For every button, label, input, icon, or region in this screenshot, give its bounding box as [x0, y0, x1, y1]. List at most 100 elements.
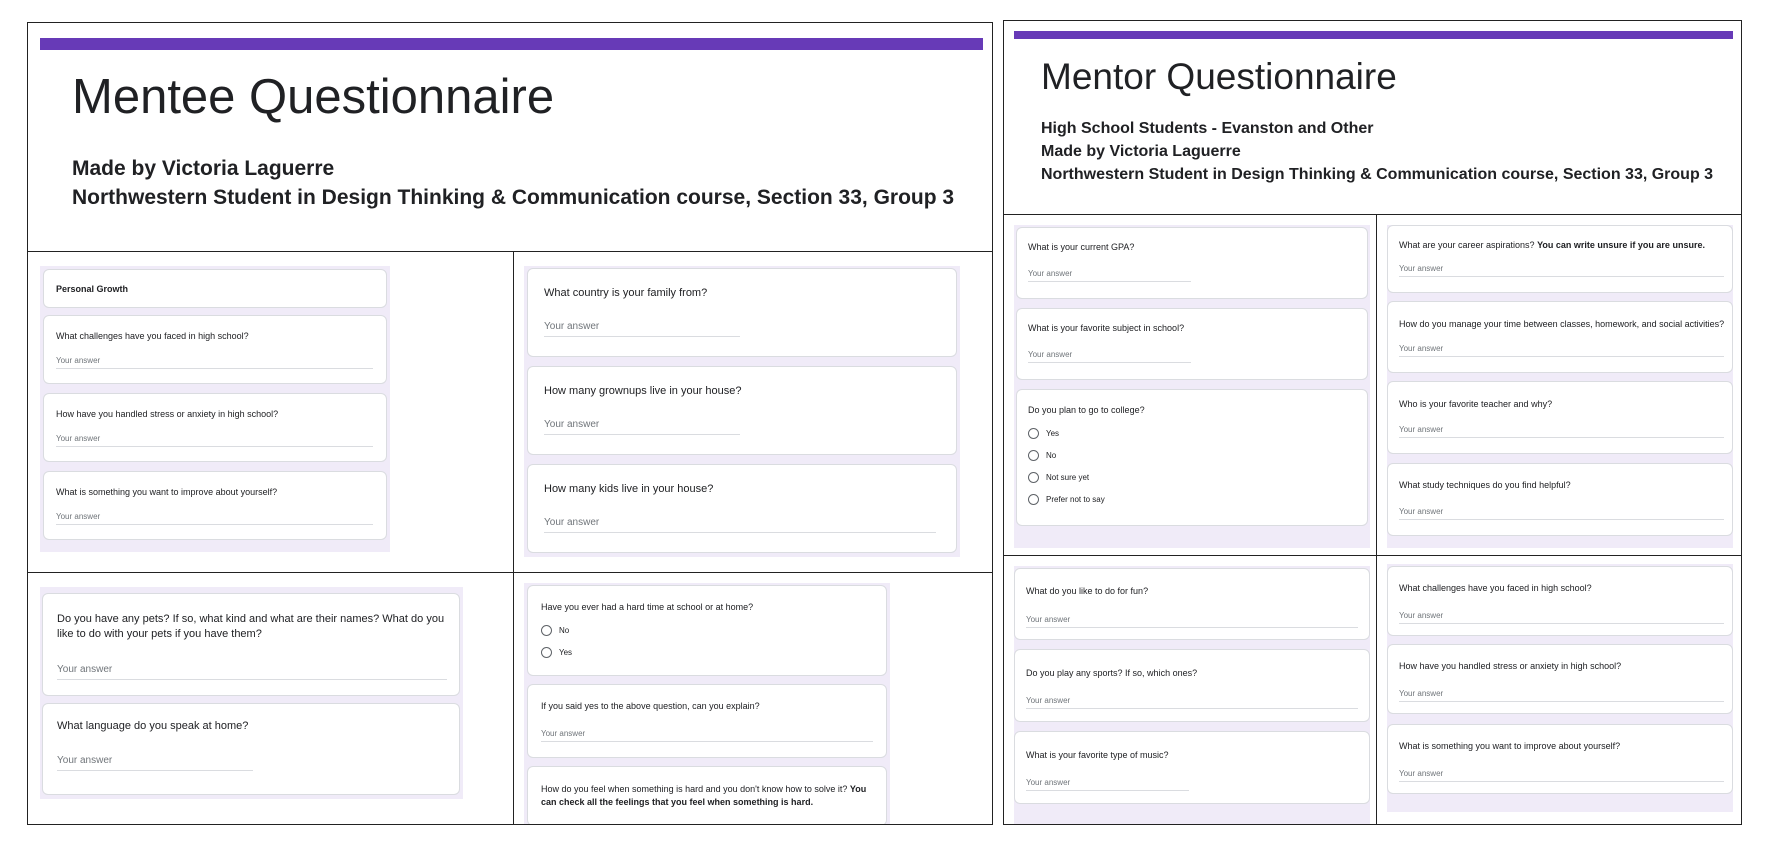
question-card-hardtime: Have you ever had a hard time at school … [527, 585, 887, 676]
answer-underline [544, 532, 936, 533]
answer-underline [1399, 519, 1724, 520]
mentor-personal-cell: What challenges have you faced in high s… [1376, 555, 1742, 825]
question-card-challenges: What challenges have you faced in high s… [43, 315, 387, 384]
answer-underline [544, 336, 740, 337]
question-card-stress: How have you handled stress or anxiety i… [43, 393, 387, 462]
question-emphasis: You can check all the feelings that you … [541, 784, 867, 807]
answer-input[interactable]: Your answer [1026, 615, 1071, 624]
answer-input[interactable]: Your answer [56, 356, 101, 365]
mentee-subtitle-line1: Made by Victoria Laguerre [72, 157, 335, 180]
question-label: Do you have any pets? If so, what kind a… [57, 613, 445, 640]
mentor-title: Mentor Questionnaire [1041, 56, 1397, 97]
question-label: What is your favorite type of music? [1026, 750, 1169, 760]
mentor-career-cell: What are your career aspirations? You ca… [1376, 214, 1742, 557]
mentor-subtitle-line3: Northwestern Student in Design Thinking … [1041, 166, 1714, 183]
question-label: How do you feel when something is hard a… [541, 783, 877, 809]
radio-prefer-not[interactable] [1028, 494, 1039, 505]
question-card-kids: How many kids live in your house? Your a… [527, 464, 957, 553]
mentee-section-header-card: Personal Growth [43, 269, 387, 308]
answer-input[interactable]: Your answer [1399, 425, 1444, 434]
question-label: How many grownups live in your house? [544, 385, 742, 397]
answer-underline [541, 741, 873, 742]
question-text: How do you feel when something is hard a… [541, 784, 848, 794]
answer-input[interactable]: Your answer [1028, 269, 1073, 278]
answer-input[interactable]: Your answer [541, 729, 586, 738]
question-card-explain: If you said yes to the above question, c… [527, 684, 887, 758]
question-card-improve: What is something you want to improve ab… [43, 471, 387, 540]
question-label: What are your career aspirations? You ca… [1399, 240, 1729, 250]
question-card-music: What is your favorite type of music? You… [1014, 731, 1370, 804]
answer-input[interactable]: Your answer [544, 321, 600, 332]
question-card-teacher: Who is your favorite teacher and why? Yo… [1387, 381, 1733, 454]
answer-input[interactable]: Your answer [1399, 264, 1444, 273]
radio-no[interactable] [1028, 450, 1039, 461]
mentor-subtitle-line1: High School Students - Evanston and Othe… [1041, 120, 1374, 137]
question-label: If you said yes to the above question, c… [541, 701, 760, 711]
question-card-college: Do you plan to go to college? Yes No Not… [1016, 389, 1368, 526]
answer-underline [1026, 627, 1358, 628]
question-card-improve: What is something you want to improve ab… [1387, 724, 1733, 794]
question-card-fun: What do you like to do for fun? Your ans… [1014, 568, 1370, 640]
question-text: What are your career aspirations? [1399, 240, 1535, 250]
option-no-label: No [559, 626, 570, 635]
question-card-country: What country is your family from? Your a… [527, 268, 957, 357]
answer-input[interactable]: Your answer [56, 512, 101, 521]
question-label: What is something you want to improve ab… [1399, 741, 1621, 751]
mentor-header-panel: Mentor Questionnaire High School Student… [1003, 20, 1742, 217]
answer-input[interactable]: Your answer [544, 517, 600, 528]
option-yes-label: Yes [559, 648, 573, 657]
question-card-study: What study techniques do you find helpfu… [1387, 463, 1733, 536]
question-label: What country is your family from? [544, 287, 708, 299]
radio-yes[interactable] [1028, 428, 1039, 439]
question-card-grownups: How many grownups live in your house? Yo… [527, 366, 957, 455]
answer-input[interactable]: Your answer [1399, 769, 1444, 778]
answer-input[interactable]: Your answer [57, 664, 113, 675]
question-label: How many kids live in your house? [544, 483, 714, 495]
answer-input[interactable]: Your answer [56, 434, 101, 443]
option-yes-label: Yes [1046, 429, 1060, 438]
answer-underline [56, 368, 373, 369]
mentee-header-panel: Mentee Questionnaire Made by Victoria La… [27, 22, 993, 253]
option-prefer-not-label: Prefer not to say [1046, 495, 1105, 504]
answer-underline [1026, 790, 1189, 791]
question-card-time: How do you manage your time between clas… [1387, 301, 1733, 373]
answer-input[interactable]: Your answer [1399, 611, 1444, 620]
question-label: What is your current GPA? [1028, 242, 1135, 252]
question-label: How have you handled stress or anxiety i… [56, 409, 279, 419]
answer-underline [1399, 623, 1724, 624]
answer-input[interactable]: Your answer [1026, 696, 1071, 705]
answer-input[interactable]: Your answer [1026, 778, 1071, 787]
mentor-subtitle-line2: Made by Victoria Laguerre [1041, 143, 1241, 160]
mentee-family-cell: What country is your family from? Your a… [513, 251, 993, 574]
radio-not-sure[interactable] [1028, 472, 1039, 483]
answer-input[interactable]: Your answer [544, 419, 600, 430]
question-label: What study techniques do you find helpfu… [1399, 480, 1571, 490]
answer-underline [1399, 437, 1724, 438]
question-label: What is your favorite subject in school? [1028, 323, 1185, 333]
question-card-subject: What is your favorite subject in school?… [1016, 308, 1368, 380]
question-label: What do you like to do for fun? [1026, 586, 1149, 596]
question-label: How have you handled stress or anxiety i… [1399, 661, 1622, 671]
question-label: What challenges have you faced in high s… [1399, 583, 1592, 593]
radio-no[interactable] [541, 625, 552, 636]
option-no-label: No [1046, 451, 1057, 460]
question-card-stress: How have you handled stress or anxiety i… [1387, 644, 1733, 714]
radio-yes[interactable] [541, 647, 552, 658]
mentee-subtitle-line2: Northwestern Student in Design Thinking … [72, 186, 955, 209]
question-label: What is something you want to improve ab… [56, 487, 278, 497]
question-card-feelings: How do you feel when something is hard a… [527, 766, 887, 824]
answer-input[interactable]: Your answer [1399, 344, 1444, 353]
answer-underline [1399, 276, 1724, 277]
section-title: Personal Growth [56, 284, 129, 294]
question-emphasis: You can write unsure if you are unsure. [1537, 240, 1705, 250]
question-card-sports: Do you play any sports? If so, which one… [1014, 649, 1370, 722]
answer-input[interactable]: Your answer [1399, 689, 1444, 698]
question-card-language: What language do you speak at home? Your… [42, 703, 460, 795]
answer-underline [1399, 781, 1724, 782]
question-card-challenges: What challenges have you faced in high s… [1387, 566, 1733, 636]
answer-input[interactable]: Your answer [57, 755, 113, 766]
answer-underline [1028, 362, 1191, 363]
answer-underline [56, 446, 373, 447]
answer-input[interactable]: Your answer [1028, 350, 1073, 359]
answer-input[interactable]: Your answer [1399, 507, 1444, 516]
